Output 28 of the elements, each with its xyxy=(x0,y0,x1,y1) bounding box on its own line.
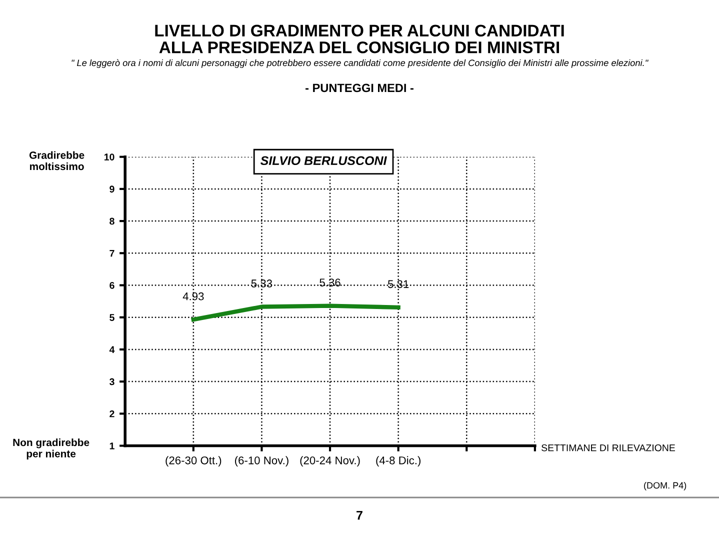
y-tick-label: 1 xyxy=(110,442,114,450)
data-label: 4.93 xyxy=(182,292,204,300)
y-tick-label: 4 xyxy=(109,346,115,353)
y-tick-label: 9 xyxy=(110,186,114,193)
text: " Le leggerò ora i nomi di alcuni personaggi che potrebbero essere candidati come presidente del Consiglio dei Ministri alle prossime elezioni." xyxy=(72,59,648,68)
x-tick-label: (6-10 Nov.) xyxy=(235,456,288,467)
chart-title: LIVELLO DI GRADIMENTO PER ALCUNI CANDIDATI ALLA PRESIDENZA DEL CONSIGLIO DEI MINISTRI xyxy=(155,24,564,54)
x-tick-label: (4-8 Dic.) xyxy=(376,456,420,467)
annotation: SILVIO BERLUSCONI xyxy=(260,156,387,166)
y-tick-label: 7 xyxy=(110,250,114,257)
data-label: 5.33 xyxy=(251,280,272,288)
chart-subtitle: - PUNTEGGI MEDI - xyxy=(306,84,414,92)
y-tick-label: 3 xyxy=(110,378,114,386)
y-tick-label: 5 xyxy=(110,314,114,321)
data-label: 5.36 xyxy=(320,278,340,286)
x-tick-label: (26-30 Ott.) xyxy=(166,456,222,467)
x-tick-label: (20-24 Nov.) xyxy=(300,456,360,467)
y-tick-label: 6 xyxy=(110,282,114,289)
x-axis-title: SETTIMANE DI RILEVAZIONE xyxy=(542,444,675,452)
y-tick-label: 2 xyxy=(110,410,114,418)
data-label: 5.31 xyxy=(388,280,409,288)
text: 7 xyxy=(356,510,362,520)
line-series xyxy=(191,304,400,322)
text: Gradirebbe moltissimo xyxy=(29,151,84,170)
text: (DOM. P4) xyxy=(644,482,686,490)
y-tick-label: 8 xyxy=(110,218,114,225)
y-tick-label: 10 xyxy=(104,154,114,160)
text: Non gradirebbe per niente xyxy=(13,438,90,460)
